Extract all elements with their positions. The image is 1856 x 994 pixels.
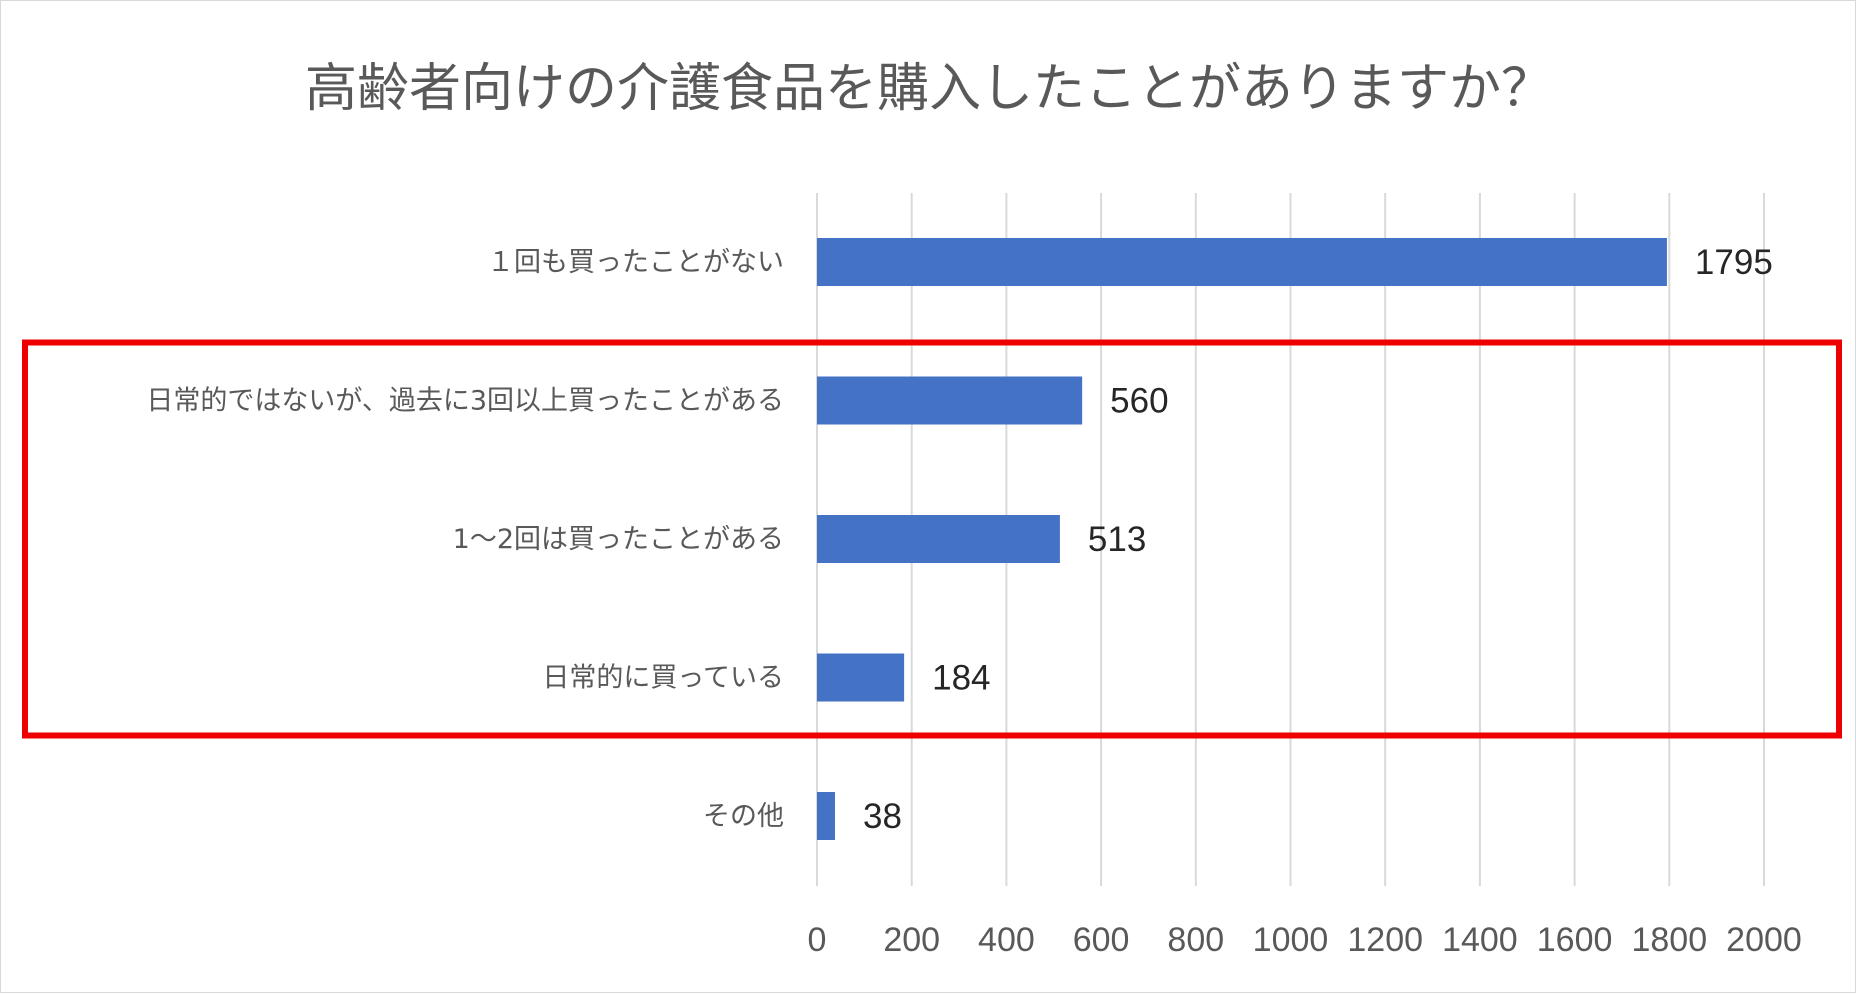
category-label: １回も買ったことがない <box>487 247 784 278</box>
x-tick-label: 800 <box>1167 921 1224 959</box>
x-axis-ticks: 0 200 400 600 800 1000 1200 1400 1600 1800 2000 <box>808 921 1802 959</box>
bar <box>817 376 1083 425</box>
data-label: 184 <box>932 659 990 698</box>
bar <box>817 515 1060 563</box>
x-tick-label: 1800 <box>1631 921 1707 959</box>
data-labels: 1795 560 513 184 38 <box>863 243 1773 836</box>
x-tick-label: 0 <box>808 921 827 959</box>
x-tick-label: 400 <box>978 921 1035 959</box>
bars <box>817 238 1667 840</box>
bar <box>817 653 905 702</box>
x-tick-label: 1000 <box>1253 921 1329 959</box>
bar <box>817 792 835 840</box>
data-label: 560 <box>1110 382 1168 421</box>
x-tick-label: 1400 <box>1442 921 1518 959</box>
data-label: 1795 <box>1695 243 1773 282</box>
category-label: その他 <box>703 801 784 832</box>
chart-title: 高齢者向けの介護食品を購入したことがありますか？ <box>305 59 1553 119</box>
category-label: 日常的ではないが、過去に3回以上買ったことがある <box>146 386 784 417</box>
highlight-box <box>22 339 1842 739</box>
bar <box>817 238 1667 286</box>
x-tick-label: 1200 <box>1347 921 1423 959</box>
data-label: 38 <box>863 797 902 836</box>
category-label: 日常的に買っている <box>542 663 784 694</box>
grid-lines <box>816 193 1765 886</box>
category-label: 1～2回は買ったことがある <box>453 524 784 555</box>
data-label: 513 <box>1088 520 1146 559</box>
x-tick-label: 600 <box>1073 921 1130 959</box>
x-tick-label: 1600 <box>1537 921 1613 959</box>
x-tick-label: 2000 <box>1726 921 1802 959</box>
x-tick-label: 200 <box>883 921 940 959</box>
